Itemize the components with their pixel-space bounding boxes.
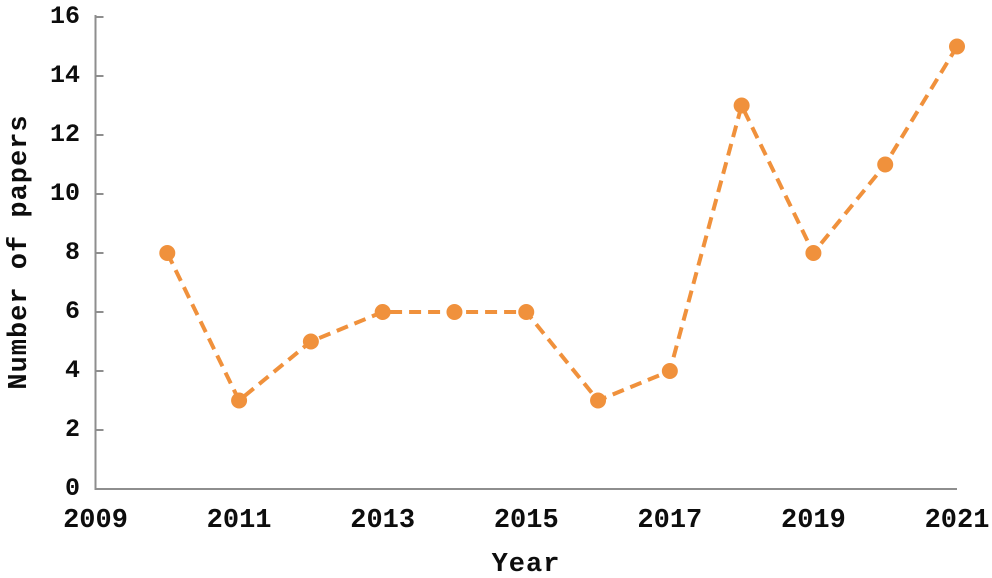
x-tick-label: 2021 <box>924 506 990 536</box>
y-tick-label: 10 <box>49 179 80 208</box>
data-point-2010 <box>159 245 176 261</box>
x-tick-label: 2015 <box>493 506 559 536</box>
x-tick-label: 2019 <box>781 506 846 536</box>
data-point-2015 <box>518 304 535 320</box>
x-tick-label: 2011 <box>206 506 272 536</box>
data-point-2019 <box>805 245 822 261</box>
data-point-2018 <box>733 97 750 114</box>
data-point-2016 <box>590 392 607 409</box>
data-point-2013 <box>374 304 391 320</box>
x-tick-label: 2017 <box>637 506 703 536</box>
data-point-2014 <box>446 304 463 320</box>
y-axis-title: Number of papers <box>5 114 35 390</box>
data-point-2017 <box>661 363 678 379</box>
x-tick-label: 2009 <box>63 506 128 536</box>
y-tick-label: 12 <box>49 120 80 149</box>
x-axis-title: Year <box>491 550 561 578</box>
data-point-2011 <box>231 392 248 409</box>
series-line <box>165 45 959 403</box>
y-tick-label: 0 <box>64 474 80 503</box>
data-point-2012 <box>302 333 319 350</box>
y-tick-label: 8 <box>64 238 80 267</box>
y-tick-label: 2 <box>64 415 80 444</box>
y-tick-label: 16 <box>49 2 80 31</box>
y-tick-label: 14 <box>49 61 80 90</box>
y-tick-label: 6 <box>64 297 80 326</box>
y-tick-label: 4 <box>64 356 80 385</box>
data-point-2020 <box>877 156 894 173</box>
x-tick-label: 2013 <box>350 506 416 536</box>
data-point-2021 <box>949 38 965 55</box>
